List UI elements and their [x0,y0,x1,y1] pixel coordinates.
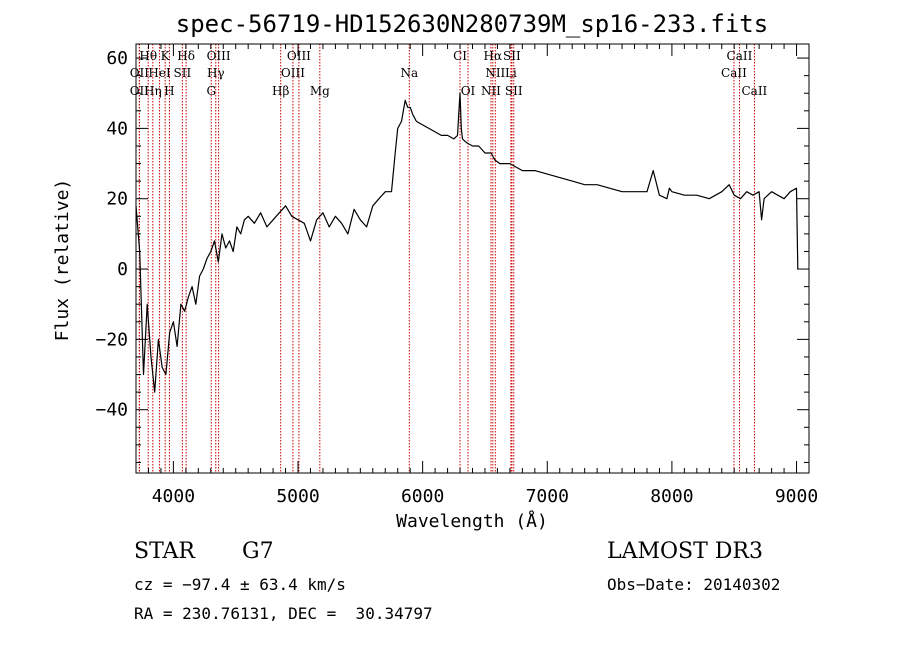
spectral-line-label: Na [400,66,418,80]
spectral-line-label: Hγ [207,66,225,80]
y-tick-label: 40 [106,118,128,139]
plot-frame [135,43,810,474]
spectral-line-markers [138,44,755,473]
redshift-velocity: cz = −97.4 ± 63.4 km/s [134,575,346,594]
spectral-line-label: G [206,84,216,98]
y-axis-label: Flux (relative) [52,179,73,342]
survey-name: LAMOST DR3 [607,539,763,564]
y-tick-label: 0 [117,259,128,280]
chart-title: spec-56719-HD152630N280739M_sp16-233.fit… [176,10,768,38]
spectral-line-label: NII [485,66,505,80]
x-tick-label: 7000 [526,486,569,507]
spectral-line-label: Hβ [272,84,289,98]
y-axis-ticks: −40 −20 0 20 40 60 [95,48,809,463]
spectral-line-label: Hδ [177,49,195,63]
x-tick-label: 6000 [401,486,444,507]
spectral-line-label: CI [453,49,467,63]
spectral-line-label: NII [481,84,501,98]
spectral-line-label: OIII [281,66,305,80]
spectral-line-label: OII [130,84,150,98]
spectral-line-label: Hθ [139,49,157,63]
observation-date: Obs−Date: 20140302 [607,575,781,594]
spectral-line-label: SII [174,66,192,80]
spectral-line-label: H [164,84,174,98]
y-tick-label: −20 [95,329,128,350]
y-tick-label: −40 [95,400,128,421]
subclass: G7 [242,539,274,564]
x-tick-label: 8000 [650,486,693,507]
y-tick-label: 20 [106,189,128,210]
spectral-line-label: HeI [148,66,171,80]
spectral-line-label: OII [130,66,150,80]
spectral-line-label: CaII [721,66,747,80]
x-tick-label: 5000 [276,486,319,507]
coordinates: RA = 230.76131, DEC = 30.34797 [134,604,433,623]
spectral-line-label: OI [461,84,476,98]
x-axis-label: Wavelength (Å) [396,510,548,532]
x-tick-label: 9000 [775,486,818,507]
spectral-line-label: Hη [144,84,162,98]
y-tick-label: 60 [106,48,128,69]
x-tick-label: 4000 [152,486,195,507]
spectral-line-label: CaII [741,84,767,98]
spectral-line-label: K [161,49,171,63]
spectrum-series-line [135,92,799,393]
spectral-line-label: SII [503,49,521,63]
spectral-line-label: OIII [287,49,311,63]
spectral-line-label: Hα [484,49,503,63]
spectral-line-label: OIII [207,49,231,63]
spectral-line-label: CaII [727,49,753,63]
spectral-line-label: SII [505,84,523,98]
object-type: STAR [134,539,195,564]
spectral-line-label: Li [505,66,517,80]
spectral-line-label: Mg [310,84,330,98]
x-axis-ticks: 4000 5000 6000 7000 8000 9000 [135,44,818,507]
